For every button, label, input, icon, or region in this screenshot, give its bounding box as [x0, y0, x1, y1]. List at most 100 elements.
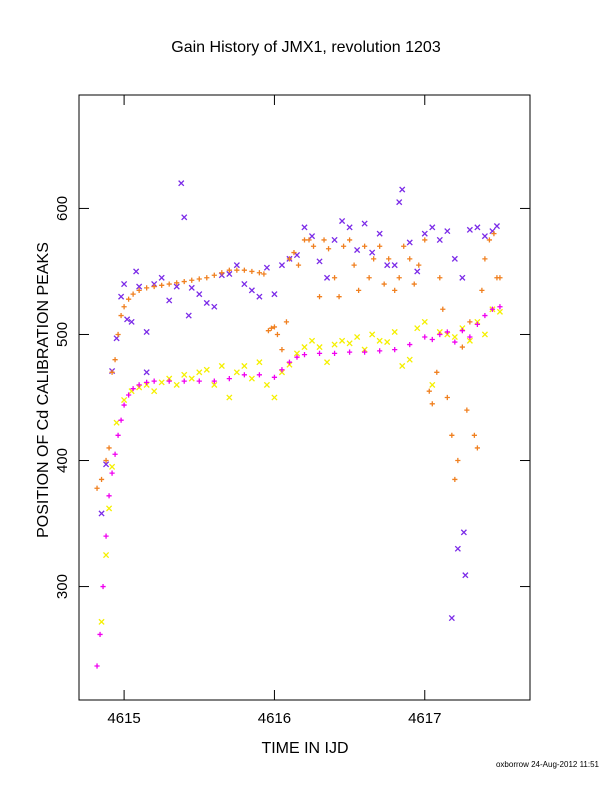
data-point: [286, 256, 293, 262]
data-point: [248, 287, 255, 294]
data-point: [369, 249, 376, 256]
data-point: [248, 375, 255, 382]
data-point: [103, 461, 110, 468]
data-point: [106, 493, 112, 499]
data-point: [392, 347, 398, 353]
data-point: [226, 394, 233, 401]
data-point: [482, 312, 488, 319]
data-point: [452, 476, 458, 483]
chart-title: Gain History of JMX1, revolution 1203: [171, 39, 441, 56]
y-axis: 300 400 500 600: [54, 196, 530, 599]
data-point: [181, 371, 188, 378]
data-point: [407, 341, 413, 348]
data-point: [391, 262, 398, 269]
series-3: [94, 304, 503, 669]
data-point: [233, 262, 240, 269]
data-point: [467, 319, 473, 325]
data-point: [496, 308, 503, 315]
y-tick-label: 400: [54, 448, 71, 473]
data-point: [455, 457, 461, 464]
footer-credit: oxborrow 24-Aug-2012 11:51: [496, 760, 600, 769]
data-point: [479, 287, 485, 293]
data-point: [331, 275, 338, 281]
data-point: [261, 271, 267, 277]
data-point: [486, 237, 493, 243]
data-point: [466, 337, 473, 344]
data-point: [462, 572, 469, 579]
data-point: [336, 294, 342, 300]
data-point: [166, 281, 172, 287]
data-point: [181, 378, 187, 384]
data-point: [211, 303, 218, 310]
data-point: [384, 262, 391, 269]
data-point: [151, 283, 157, 290]
data-point: [218, 362, 225, 370]
data-point: [293, 252, 301, 259]
data-point: [429, 336, 435, 343]
data-point: [293, 350, 301, 357]
data-point: [185, 312, 192, 319]
data-point: [347, 237, 353, 243]
data-point: [196, 378, 202, 384]
data-point: [399, 362, 406, 370]
data-point: [173, 381, 180, 388]
data-point: [451, 333, 458, 341]
data-point: [434, 369, 440, 375]
data-point: [362, 349, 368, 355]
data-point: [106, 505, 113, 512]
data-point: [178, 180, 185, 187]
data-point: [109, 369, 115, 375]
data-point: [426, 388, 432, 394]
data-point: [166, 297, 173, 304]
data-point: [316, 350, 323, 356]
data-point: [295, 262, 302, 268]
data-point: [406, 356, 413, 363]
data-point: [361, 220, 368, 227]
data-point: [113, 419, 120, 426]
data-point: [274, 331, 281, 338]
data-point: [100, 583, 106, 590]
data-point: [271, 374, 278, 380]
data-point: [347, 349, 353, 355]
series-0: [98, 180, 500, 622]
data-point: [351, 262, 357, 268]
data-point: [268, 325, 275, 331]
data-point: [301, 224, 308, 231]
data-point: [98, 476, 105, 483]
data-point: [181, 214, 188, 221]
data-point: [422, 237, 428, 243]
data-point: [301, 237, 308, 243]
data-point: [158, 379, 165, 386]
data-point: [444, 394, 450, 401]
data-point: [115, 432, 121, 438]
y-tick-label: 300: [54, 574, 71, 599]
data-point: [459, 328, 465, 334]
data-point: [354, 333, 361, 341]
data-point: [233, 369, 240, 376]
data-point: [321, 237, 327, 243]
data-point: [474, 321, 480, 327]
data-point: [459, 344, 465, 350]
data-point: [308, 337, 316, 344]
data-point: [226, 375, 232, 382]
data-point: [391, 328, 398, 336]
data-point: [278, 262, 286, 269]
data-point: [459, 274, 466, 281]
data-point: [126, 296, 132, 302]
data-point: [144, 379, 150, 385]
data-point: [196, 291, 203, 298]
data-point: [265, 328, 272, 334]
data-point: [362, 243, 368, 249]
data-point: [136, 287, 142, 293]
data-point: [174, 280, 180, 286]
data-point: [256, 270, 262, 276]
data-point: [411, 281, 417, 287]
data-point: [440, 306, 446, 312]
data-point: [173, 283, 180, 290]
data-point: [103, 551, 110, 559]
data-point: [204, 275, 210, 281]
data-point: [211, 381, 218, 388]
data-point: [429, 401, 435, 407]
data-point: [449, 432, 455, 438]
